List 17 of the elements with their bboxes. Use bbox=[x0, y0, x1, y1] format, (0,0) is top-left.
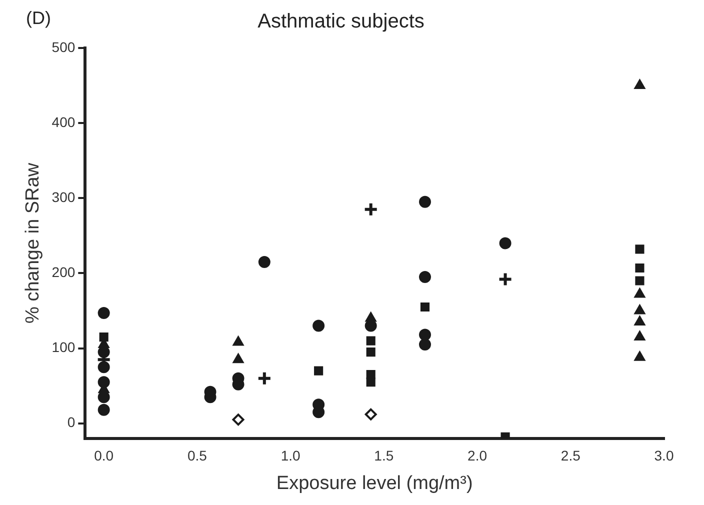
text: (D) bbox=[26, 8, 51, 28]
x-tick-label: 2.5 bbox=[560, 448, 581, 464]
chart-title: Asthmatic subjects bbox=[258, 10, 424, 33]
x-tick-label: 3.0 bbox=[654, 448, 674, 464]
x-tick-label: 1.0 bbox=[280, 448, 300, 464]
y-tick-label: 200 bbox=[52, 264, 76, 280]
y-axis-title: % change in SRaw bbox=[22, 162, 44, 324]
y-tick-label: 300 bbox=[52, 189, 76, 206]
x-tick-label: 0.5 bbox=[187, 448, 208, 464]
y-tick-label: 400 bbox=[52, 114, 76, 130]
x-tick-label: 1.5 bbox=[374, 448, 394, 464]
x-axis-title: Exposure level (mg/m³) bbox=[276, 472, 473, 494]
x-tick-label: 0.0 bbox=[94, 448, 114, 464]
y-tick-label: 100 bbox=[52, 339, 76, 356]
y-tick-label: 0 bbox=[67, 414, 76, 430]
x-tick-label: 2.0 bbox=[468, 448, 488, 464]
y-tick-label: 500 bbox=[52, 38, 76, 55]
